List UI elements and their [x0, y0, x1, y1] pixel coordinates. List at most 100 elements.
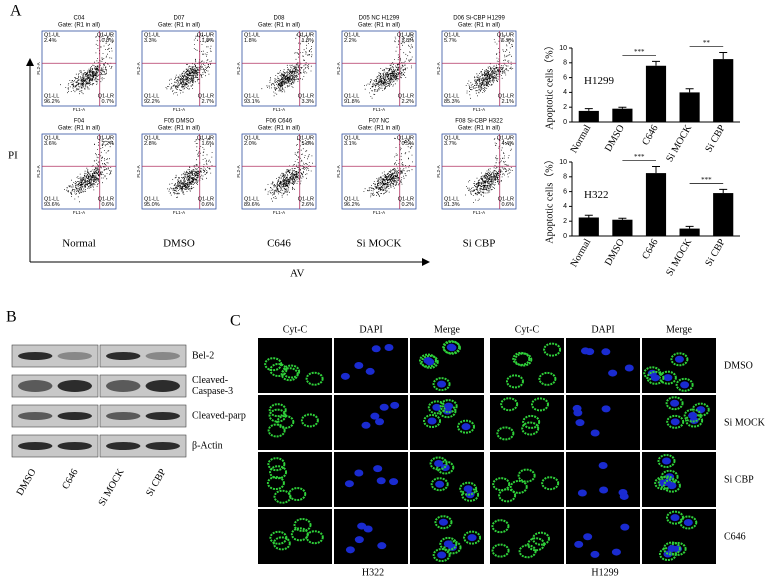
quadrant-label: Q1-LL — [44, 196, 59, 202]
quadrant-percent: 3.3% — [301, 99, 314, 105]
bar — [713, 193, 734, 236]
cell-cytc — [461, 487, 480, 502]
bar — [645, 65, 667, 122]
row-label: C646 — [724, 531, 746, 542]
group-label: H322 — [362, 567, 384, 578]
scatter-dots — [60, 34, 113, 95]
plot-gate: Gate: (R1 in all) — [258, 23, 300, 29]
plot-title: D08 — [273, 16, 285, 22]
axis-label: FL1-A — [73, 210, 85, 215]
plot-gate: Gate: (R1 in all) — [458, 23, 500, 29]
cell-nucleus — [389, 478, 399, 486]
cell-nucleus — [467, 534, 477, 542]
cell-cytc — [496, 426, 515, 441]
cell-cytc — [531, 531, 550, 546]
cell-nucleus — [361, 421, 371, 429]
cell-nucleus — [670, 418, 680, 426]
cell-cytc — [521, 421, 540, 436]
scatter-dots — [363, 137, 413, 198]
axis-label: FL2-A — [336, 62, 341, 74]
axis-label: FL2-A — [36, 62, 41, 74]
blot-band — [106, 380, 141, 392]
cell-cytc — [685, 413, 704, 428]
quadrant-percent: 1.6% — [201, 141, 214, 147]
quadrant-percent: 2.6% — [301, 202, 314, 208]
cell-nucleus — [574, 540, 584, 548]
micrograph — [566, 452, 640, 507]
quadrant-percent: 0.8% — [101, 38, 114, 44]
x-axis-label: AV — [290, 268, 305, 280]
y-tick-label: 10 — [559, 159, 567, 166]
cell-nucleus — [390, 401, 400, 409]
micrograph — [334, 338, 408, 393]
y-tick-label: 6 — [563, 74, 567, 81]
micrograph — [410, 452, 484, 507]
row-label: Caspase-3 — [192, 386, 233, 397]
cell-nucleus — [599, 486, 609, 494]
quadrant-label: Q1-LL — [444, 196, 459, 202]
quadrant-percent: 2.8% — [144, 141, 157, 147]
micrograph — [490, 395, 564, 450]
quadrant-label: Q1-LL — [144, 196, 159, 202]
cell-cytc — [500, 397, 519, 412]
quadrant-percent: 93.1% — [244, 99, 260, 105]
quadrant-label: Q1-LR — [498, 93, 514, 99]
panel-label: C — [230, 313, 241, 330]
cell-nucleus — [618, 488, 628, 496]
quadrant-percent: 1.8% — [244, 38, 257, 44]
row-label: β-Actin — [192, 440, 223, 451]
cell-cytc — [432, 548, 451, 563]
quadrant-percent: 91.8% — [344, 99, 360, 105]
cell-nucleus — [608, 369, 618, 377]
cell-cytc — [505, 374, 524, 389]
cell-nucleus — [590, 429, 600, 437]
x-tick-label: DMSO — [603, 123, 627, 154]
quadrant-percent: 6.9% — [501, 38, 514, 44]
quadrant-label: Q1-LR — [498, 196, 514, 202]
quadrant-label: Q1-UL — [344, 135, 360, 141]
scatter-dots — [264, 138, 313, 202]
column-label: Si CBP — [463, 238, 496, 250]
plot-gate: Gate: (R1 in all) — [358, 126, 400, 132]
row-label: Cleaved-parp — [192, 410, 246, 421]
axis-label: FL2-A — [436, 165, 441, 177]
axis-label: FL1-A — [473, 210, 485, 215]
quadrant-label: Q1-UR — [197, 135, 214, 141]
error-bar — [652, 165, 660, 174]
lane-label: Si CBP — [144, 467, 169, 499]
cell-nucleus — [432, 403, 442, 411]
blot-band — [145, 412, 180, 420]
plot-title: D05 NC H1299 — [359, 16, 400, 22]
y-tick-label: 8 — [563, 60, 567, 67]
quadrant-percent: 2.4% — [44, 38, 57, 44]
axis-label: FL1-A — [173, 107, 185, 112]
error-bar — [685, 225, 694, 229]
plot-frame — [241, 30, 317, 107]
cell-cytc — [276, 414, 295, 429]
cell-cytc — [509, 479, 528, 494]
axis-label: FL1-A — [273, 107, 285, 112]
quadrant-percent: 0.6% — [201, 202, 214, 208]
y-tick-label: 2 — [563, 104, 567, 111]
cell-nucleus — [371, 345, 381, 353]
quadrant-percent: 5.8% — [301, 141, 314, 147]
cell-nucleus — [370, 412, 380, 420]
cell-cytc — [527, 537, 546, 552]
cell-nucleus — [375, 418, 385, 426]
quadrant-label: Q1-LL — [344, 93, 359, 99]
plot-gate: Gate: (R1 in all) — [58, 126, 100, 132]
quadrant-percent: 96.2% — [344, 202, 360, 208]
blot-band — [57, 352, 92, 360]
plot-title: F07 NC — [369, 119, 390, 125]
panel-label: B — [6, 309, 17, 326]
cell-nucleus — [376, 477, 386, 485]
cell-nucleus — [435, 480, 445, 488]
quadrant-label: Q1-UR — [97, 135, 114, 141]
x-tick-label: Si CBP — [703, 123, 728, 155]
quadrant-label: Q1-UR — [497, 32, 514, 38]
plot-frame — [341, 30, 417, 107]
micrograph — [490, 452, 564, 507]
axis-label: FL2-A — [436, 62, 441, 74]
axis-label: FL1-A — [173, 210, 185, 215]
cell-nucleus — [573, 409, 583, 417]
